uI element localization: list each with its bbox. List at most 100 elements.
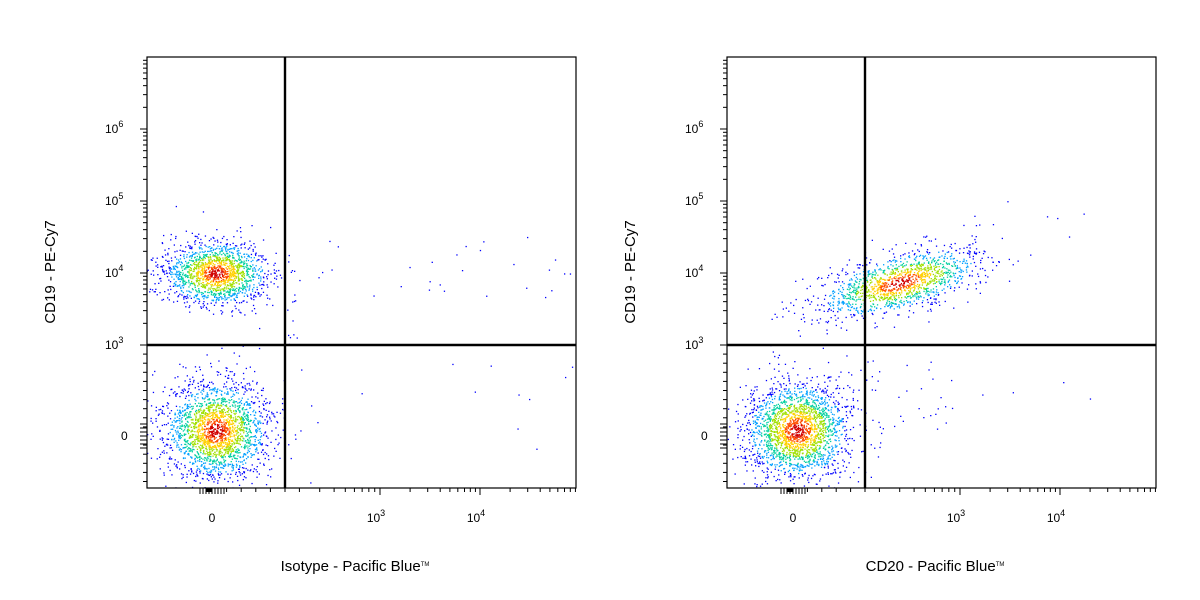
event-dot: [212, 466, 214, 468]
event-dot: [179, 406, 181, 408]
event-dot: [216, 453, 218, 456]
event-dot: [229, 426, 232, 429]
event-dot: [945, 271, 947, 273]
event-dot: [894, 261, 896, 263]
event-dot: [139, 244, 140, 245]
event-dot: [930, 268, 933, 270]
event-dot: [255, 265, 257, 267]
event-dot: [219, 289, 222, 291]
event-dot: [139, 460, 140, 461]
event-dot: [215, 290, 217, 292]
event-dot: [221, 264, 223, 266]
event-dot: [182, 476, 184, 478]
event-dot: [188, 470, 190, 472]
event-dot: [217, 417, 220, 419]
event-dot: [238, 402, 241, 404]
event-dot: [217, 276, 219, 278]
event-dot: [876, 293, 878, 295]
event-dot: [247, 441, 249, 443]
event-dot: [886, 300, 889, 302]
event-dot: [265, 484, 268, 486]
event-dot: [240, 236, 242, 239]
event-dot: [178, 437, 181, 439]
event-dot: [190, 257, 193, 259]
event-dot: [255, 412, 257, 414]
event-dot: [226, 253, 228, 255]
event-dot: [927, 293, 929, 295]
event-dot: [262, 387, 264, 389]
event-dot: [965, 266, 968, 269]
event-dot: [860, 295, 862, 298]
event-dot: [946, 251, 948, 254]
event-dot: [221, 313, 223, 315]
event-dot: [228, 430, 230, 432]
event-dot: [242, 418, 244, 420]
event-dot: [192, 448, 194, 450]
event-dot: [210, 404, 213, 406]
event-dot: [225, 446, 228, 448]
event-dot: [918, 261, 920, 263]
event-dot: [261, 435, 263, 437]
event-dot: [176, 467, 178, 469]
event-dot: [214, 248, 217, 250]
event-dot: [263, 404, 265, 406]
event-dot: [243, 446, 245, 449]
event-dot: [207, 433, 209, 435]
event-dot: [242, 265, 244, 268]
event-dot: [273, 264, 275, 266]
event-dot: [196, 252, 198, 254]
event-dot: [929, 282, 931, 284]
event-dot: [169, 269, 171, 271]
event-dot: [238, 280, 240, 282]
event-dot: [193, 425, 195, 428]
event-dot: [169, 285, 171, 287]
event-dot: [245, 282, 247, 284]
event-dot: [210, 257, 212, 259]
event-dot: [554, 259, 557, 261]
event-dot: [224, 254, 226, 257]
event-dot: [917, 298, 920, 300]
event-dot: [964, 262, 966, 264]
event-dot: [209, 415, 211, 418]
event-dot: [194, 425, 196, 427]
event-dot: [232, 395, 234, 397]
event-dot: [247, 403, 249, 405]
event-dot: [175, 440, 177, 442]
event-dot: [166, 443, 168, 445]
event-dot: [176, 444, 178, 446]
event-dot: [227, 421, 229, 423]
event-dot: [905, 300, 908, 302]
event-dot: [954, 280, 956, 282]
event-dot: [224, 282, 226, 284]
event-dot: [265, 403, 267, 405]
event-dot: [222, 288, 224, 290]
event-dot: [889, 307, 891, 309]
event-dot: [223, 262, 225, 264]
event-dot: [196, 279, 198, 281]
event-dot: [855, 308, 858, 310]
event-dot: [178, 270, 180, 272]
event-dot: [212, 461, 214, 463]
event-dot: [242, 273, 244, 275]
event-dot: [223, 386, 225, 388]
event-dot: [197, 263, 199, 265]
event-dot: [229, 418, 232, 420]
event-dot: [909, 302, 911, 304]
event-dot: [513, 263, 515, 266]
event-dot: [262, 422, 264, 425]
event-dot: [250, 436, 252, 438]
event-dot: [198, 233, 200, 235]
event-dot: [828, 308, 831, 310]
event-dot: [234, 259, 236, 261]
event-dot: [951, 253, 953, 255]
event-dot: [216, 276, 218, 278]
event-dot: [198, 282, 200, 284]
event-dot: [223, 245, 226, 248]
event-dot: [273, 455, 275, 457]
event-dot: [209, 256, 212, 258]
event-dot: [208, 479, 210, 482]
event-dot: [256, 274, 258, 276]
event-dot: [218, 289, 220, 291]
event-dot: [198, 366, 201, 368]
event-dot: [200, 451, 202, 454]
